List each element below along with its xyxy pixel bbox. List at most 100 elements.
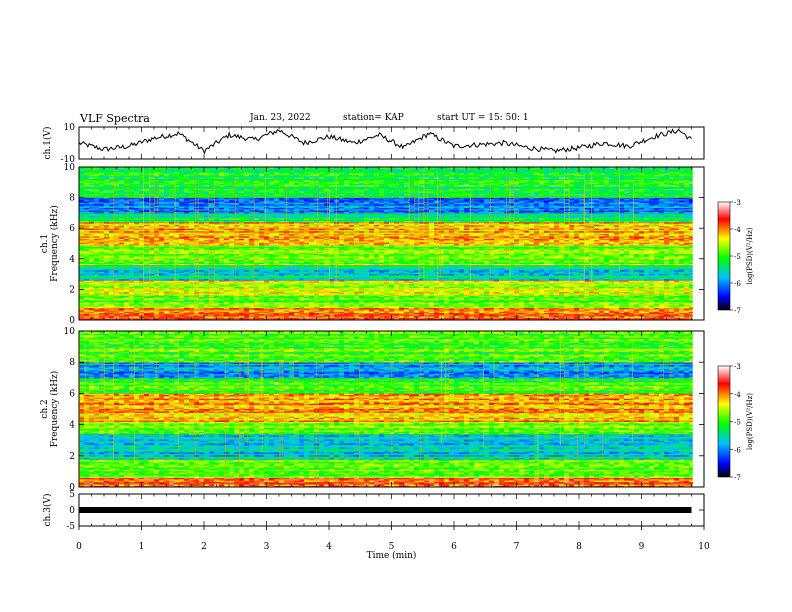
ch1-spectrogram-cell — [164, 315, 170, 317]
ch1-spectrogram-cell — [609, 301, 615, 304]
ch1-spectrogram-cell — [299, 302, 305, 305]
ch1-spectrogram-cell — [389, 311, 395, 313]
ch1-spectrogram-cell — [659, 304, 665, 306]
ch1-spectrogram-cell — [379, 316, 385, 318]
ch1-spectrogram-cell — [684, 304, 690, 306]
ch1-spectrogram-cell — [124, 306, 130, 309]
ch1-spectrogram-cell — [259, 305, 265, 307]
ch1-spectrogram-cell — [254, 307, 260, 310]
ch1-spectrogram-cell — [119, 304, 125, 306]
ch1-spectrogram-cell — [179, 301, 185, 304]
ch1-spectrogram-cell — [304, 302, 310, 305]
ch1-spectrogram-cell — [279, 307, 285, 310]
ch1-spectrogram-cell — [479, 316, 485, 318]
ch1-spectrogram-cell — [299, 306, 305, 309]
ch1-spectrogram-cell — [689, 300, 695, 302]
ch1-spectrogram-cell — [159, 315, 165, 317]
ch1-spectrogram-cell — [259, 317, 265, 320]
ch1-spectrogram-cell — [124, 304, 130, 306]
ch1-spectrogram-cell — [639, 301, 645, 304]
ch1-spectrogram-cell — [499, 311, 505, 313]
ch1-spectrogram-cell — [304, 312, 310, 315]
ch1-spectrogram-cell — [189, 308, 195, 311]
ch1-spectrogram-cell — [644, 316, 650, 318]
ch1-spectrogram-cell — [119, 306, 125, 309]
ch1-spectrogram-cell — [384, 306, 390, 309]
ch1-spectrogram-cell — [554, 307, 560, 310]
ch1-spectrogram-cell — [489, 306, 495, 309]
ch1-spectrogram-cell — [224, 306, 230, 309]
ch1-spectrogram-cell — [274, 297, 280, 300]
ch1-spectrogram-cell — [489, 302, 495, 305]
ch1-spectrogram-cell — [674, 302, 680, 305]
ch1-spectrogram-cell — [459, 301, 465, 304]
ch1-spectrogram-cell — [114, 305, 120, 307]
ch1-spectrogram-cell — [274, 311, 280, 313]
ch1-spectrogram-cell — [564, 304, 570, 306]
ch1-spectrogram-cell — [434, 305, 440, 307]
ch1-spectrogram-cell — [249, 299, 255, 301]
ch1-spectrogram-cell — [424, 308, 430, 311]
ch1-spectrogram-cell — [399, 306, 405, 309]
ch1-spectrogram-cell — [454, 305, 460, 307]
ch1-spectrogram-cell — [94, 304, 100, 306]
ch1-spectrogram-cell — [314, 306, 320, 309]
ch1-spectrogram-cell — [289, 304, 295, 306]
ch1-spectrogram-cell — [434, 299, 440, 301]
ch1-spectrogram-cell — [539, 311, 545, 313]
ch1-spectrogram-cell — [199, 300, 205, 302]
ch1-spectrogram-cell — [384, 313, 390, 316]
ch1-spectrogram-cell — [199, 299, 205, 301]
ch1-spectrogram-cell — [614, 299, 620, 301]
ch1-spectrogram-cell — [479, 305, 485, 307]
ch1-spectrogram-cell — [114, 304, 120, 306]
ch1-spectrogram-cell — [109, 306, 115, 309]
ch1-spectrogram-cell — [214, 308, 220, 311]
ch1-spectrogram-cell — [259, 311, 265, 313]
ch1-spectrogram-cell — [219, 317, 225, 320]
ch1-spectrogram-cell — [174, 312, 180, 315]
ch1-spectrogram-cell — [469, 304, 475, 306]
ch1-spectrogram-cell — [294, 307, 300, 310]
ch1-spectrogram-cell — [109, 312, 115, 315]
ch1-spectrogram-cell — [249, 305, 255, 307]
ch1-spectrogram-cell — [659, 316, 665, 318]
ch1-spectrogram-cell — [569, 315, 575, 317]
ch1-spectrogram-cell — [124, 307, 130, 310]
ch1-spectrogram-cell — [129, 304, 135, 306]
ch1-spectrogram-cell — [654, 315, 660, 317]
ch1-spectrogram-cell — [444, 307, 450, 310]
ch1-spectrogram-cell — [324, 310, 330, 312]
ch1-spectrogram-cell — [504, 317, 510, 320]
ch1-spectrogram-cell — [304, 316, 310, 318]
ch1-spectrogram-cell — [619, 313, 625, 316]
ch1-spectrogram-cell — [419, 308, 425, 311]
ch1-spectrogram-cell — [299, 297, 305, 300]
ch1-spectrogram-cell — [539, 300, 545, 302]
ch1-spectrogram-cell — [349, 308, 355, 311]
ch1-spectrogram-cell — [99, 310, 105, 312]
ch1-spectrogram-cell — [309, 302, 315, 305]
ch1-spectrogram-cell — [534, 300, 540, 302]
ch1-spectrogram-cell — [199, 304, 205, 306]
ch1-spectrogram-cell — [189, 312, 195, 315]
ch1-spectrogram-cell — [284, 297, 290, 300]
ch1-spectrogram-cell — [339, 306, 345, 309]
ch1-spectrogram-cell — [339, 316, 345, 318]
ch1-spectrogram-cell — [319, 308, 325, 311]
ch1-spectrogram-cell — [424, 302, 430, 305]
ch1-spectrogram-cell — [84, 297, 90, 300]
ch1-spectrogram-cell — [499, 299, 505, 301]
ch1-spectrogram-cell — [189, 315, 195, 317]
ch1-spectrogram-cell — [129, 316, 135, 318]
ch1-spectrogram-cell — [394, 312, 400, 315]
ch1-spectrogram-cell — [214, 306, 220, 309]
ch1-spectrogram-cell — [354, 310, 360, 312]
ch1-spectrogram-cell — [584, 307, 590, 310]
ch1-spectrogram-cell — [219, 306, 225, 309]
ch1-spectrogram-cell — [634, 299, 640, 301]
ch1-spectrogram-cell — [639, 307, 645, 310]
ch1-spectrogram-cell — [499, 304, 505, 306]
ch1-spectrogram-cell — [399, 317, 405, 320]
ch1-spectrogram-cell — [549, 304, 555, 306]
